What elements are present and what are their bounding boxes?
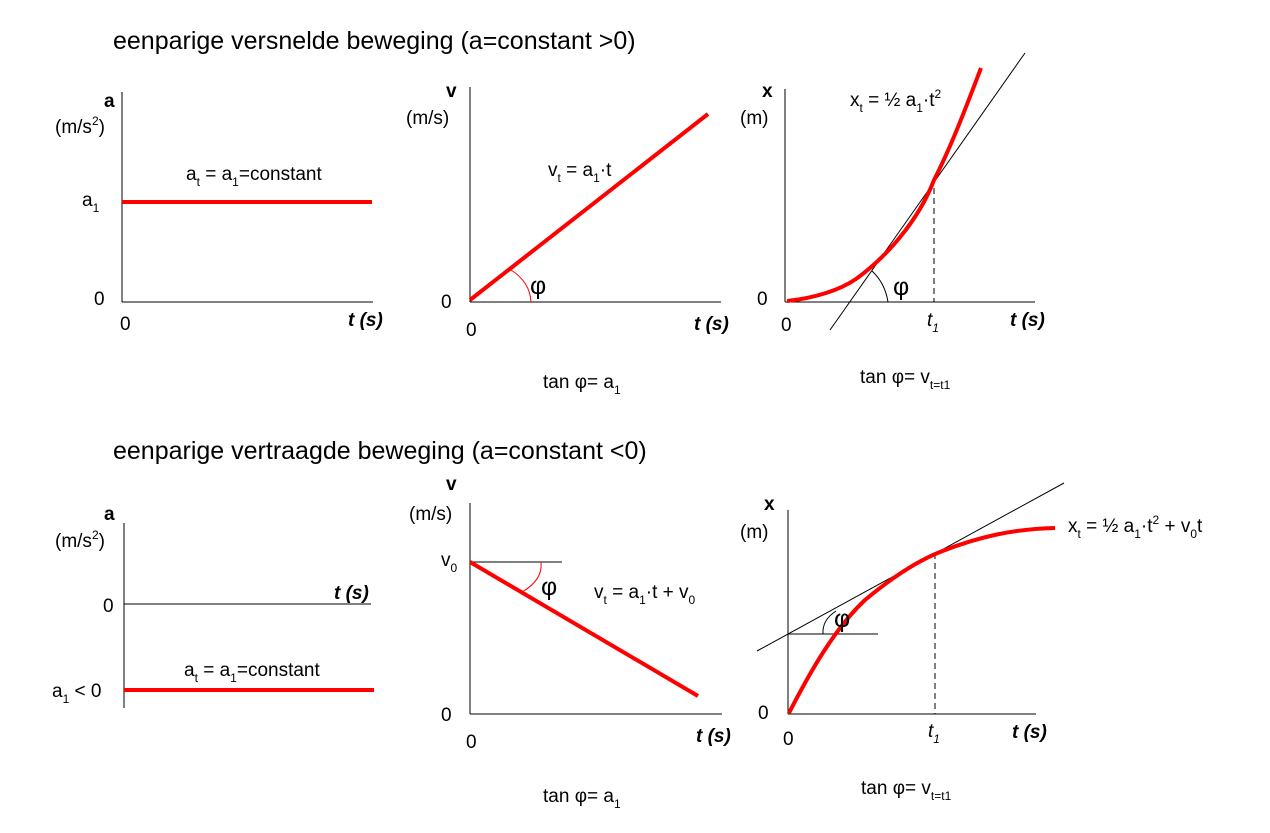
chart-v-t-accelerated: φ v (m/s) 0 0 t (s) vt = a1·t tan φ= a1 <box>406 81 729 397</box>
t1-label: t1 <box>927 310 939 335</box>
angle-arc <box>871 270 889 303</box>
x-origin-label: 0 <box>781 315 792 336</box>
equation-xt: xt = ½ a1·t2 + v0t <box>1068 513 1203 541</box>
y-origin-label: 0 <box>103 596 114 617</box>
y-axis-unit: (m/s) <box>409 504 452 525</box>
x-origin-label: 0 <box>466 732 477 753</box>
t1-label: t1 <box>928 721 940 746</box>
equation-vt: vt = a1·t <box>548 160 612 185</box>
chart-x-t-accelerated: φ x (m) 0 0 t1 t (s) xt = ½ a1·t2 tan φ=… <box>740 52 1045 392</box>
x-axis-label: t (s) <box>1012 722 1047 743</box>
position-curve <box>786 67 983 303</box>
y-axis-unit: (m) <box>740 522 768 543</box>
y-axis-unit: (m/s2) <box>55 528 105 552</box>
velocity-line <box>468 560 700 698</box>
y-axis-unit: (m/s2) <box>55 114 105 138</box>
y-axis-label: x <box>764 494 775 515</box>
y-axis-label: v <box>446 474 457 495</box>
angle-phi: φ <box>530 272 546 300</box>
angle-phi: φ <box>893 273 909 301</box>
caption-tan-phi: tan φ= a1 <box>543 372 621 397</box>
x-origin-label: 0 <box>120 314 131 335</box>
y-axis-unit: (m) <box>740 108 768 129</box>
position-curve <box>787 526 1056 714</box>
equation-vt: vt = a1·t + v0 <box>594 582 696 607</box>
y-axis-label: v <box>446 81 457 102</box>
caption-tan-phi: tan φ= vt=t1 <box>861 778 952 803</box>
x-origin-label: 0 <box>783 729 794 750</box>
equation-xt: xt = ½ a1·t2 <box>850 87 942 115</box>
section-title-accelerated: eenparige versnelde beweging (a=constant… <box>113 27 636 55</box>
section-title-decelerated: eenparige vertraagde beweging (a=constan… <box>113 437 647 465</box>
y-origin-label: 0 <box>94 289 105 310</box>
level-label-a1: a1 <box>82 190 100 215</box>
chart-v-t-decelerated: φ v (m/s) v0 0 0 t (s) vt = a1·t + v0 ta… <box>409 474 731 811</box>
y-axis-label: x <box>762 81 773 102</box>
equation-at: at = a1=constant <box>184 660 320 685</box>
caption-tan-phi: tan φ= a1 <box>543 786 621 811</box>
y-axis-label: a <box>104 504 115 525</box>
caption-tan-phi: tan φ= vt=t1 <box>860 367 951 392</box>
equation-at: at = a1=constant <box>186 164 322 189</box>
chart-x-t-decelerated: φ x (m) 0 0 t1 t (s) xt = ½ a1·t2 + v0t … <box>740 482 1203 803</box>
v0-label: v0 <box>441 550 458 575</box>
y-origin-label: 0 <box>757 289 768 310</box>
x-axis-label: t (s) <box>694 314 729 335</box>
x-axis-label: t (s) <box>1010 310 1045 331</box>
y-origin-label: 0 <box>441 705 452 726</box>
y-axis-label: a <box>104 91 115 112</box>
level-label-a1-negative: a1 < 0 <box>52 681 102 706</box>
velocity-line <box>468 112 710 302</box>
y-axis-unit: (m/s) <box>406 108 449 129</box>
x-axis-label: t (s) <box>696 726 731 747</box>
chart-a-t-accelerated: a (m/s2) a1 0 0 t (s) at = a1=constant <box>55 91 383 335</box>
y-origin-label: 0 <box>441 292 452 313</box>
y-origin-label: 0 <box>758 703 769 724</box>
angle-arc <box>510 269 532 303</box>
angle-phi: φ <box>834 605 850 633</box>
angle-arc <box>521 561 542 593</box>
x-axis-label: t (s) <box>348 310 383 331</box>
x-axis-label: t (s) <box>334 583 369 604</box>
angle-arc <box>822 610 837 635</box>
x-origin-label: 0 <box>466 320 477 341</box>
angle-phi: φ <box>541 573 557 601</box>
chart-a-t-decelerated: a (m/s2) 0 t (s) a1 < 0 at = a1=constant <box>52 504 374 708</box>
